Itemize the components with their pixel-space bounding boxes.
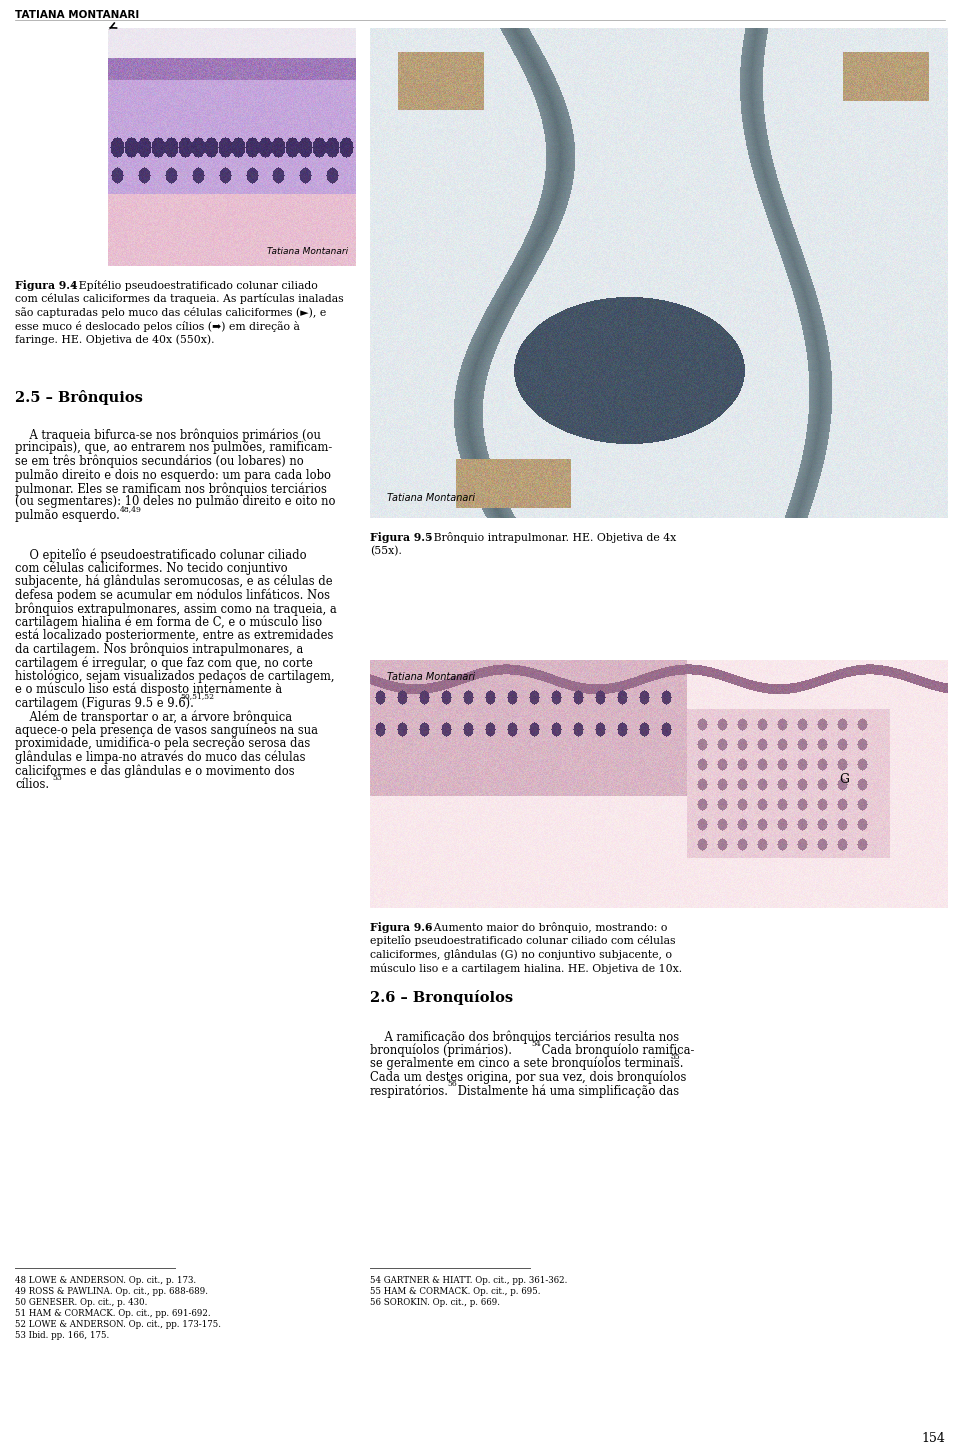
Text: cílios.: cílios. [15, 777, 49, 790]
Text: 50,51,52: 50,51,52 [180, 692, 214, 701]
Text: histológico, sejam visualizados pedaços de cartilagem,: histológico, sejam visualizados pedaços … [15, 669, 334, 684]
Text: TATIANA MONTANARI: TATIANA MONTANARI [15, 10, 139, 20]
Text: 48 LOWE & ANDERSON. Op. cit., p. 173.: 48 LOWE & ANDERSON. Op. cit., p. 173. [15, 1276, 196, 1285]
Text: 49 ROSS & PAWLINA. Op. cit., pp. 688-689.: 49 ROSS & PAWLINA. Op. cit., pp. 688-689… [15, 1288, 208, 1296]
Text: com células caliciformes. No tecido conjuntivo: com células caliciformes. No tecido conj… [15, 561, 288, 575]
Text: O epitelîo é pseudoestratificado colunar ciliado: O epitelîo é pseudoestratificado colunar… [15, 548, 306, 561]
Text: 52 LOWE & ANDERSON. Op. cit., pp. 173-175.: 52 LOWE & ANDERSON. Op. cit., pp. 173-17… [15, 1319, 221, 1330]
Text: caliciformes, glândulas (G) no conjuntivo subjacente, o: caliciformes, glândulas (G) no conjuntiv… [370, 949, 672, 960]
Text: 54: 54 [531, 1040, 540, 1047]
Text: subjacente, há glândulas seromucosas, e as células de: subjacente, há glândulas seromucosas, e … [15, 575, 332, 588]
Text: se em três brônquios secundários (ou lobares) no: se em três brônquios secundários (ou lob… [15, 456, 303, 469]
Text: 154: 154 [922, 1432, 945, 1442]
Text: Além de transportar o ar, a árvore brônquica: Além de transportar o ar, a árvore brônq… [15, 709, 292, 724]
Text: G: G [839, 773, 849, 786]
Text: 53: 53 [52, 773, 61, 782]
Text: A ramificação dos brônquios terciários resulta nos: A ramificação dos brônquios terciários r… [370, 1030, 679, 1044]
Text: - Aumento maior do brônquio, mostrando: o: - Aumento maior do brônquio, mostrando: … [423, 921, 667, 933]
Text: são capturadas pelo muco das células caliciformes (►), e: são capturadas pelo muco das células cal… [15, 307, 326, 319]
Text: principais), que, ao entrarem nos pulmões, ramificam-: principais), que, ao entrarem nos pulmõe… [15, 441, 332, 454]
Text: cartilagem é irregular, o que faz com que, no corte: cartilagem é irregular, o que faz com qu… [15, 656, 313, 669]
Text: 56 SOROKIN. Op. cit., p. 669.: 56 SOROKIN. Op. cit., p. 669. [370, 1298, 500, 1306]
Text: 55: 55 [670, 1053, 680, 1061]
Text: 48,49: 48,49 [120, 505, 142, 513]
Text: 53 Ibid. pp. 166, 175.: 53 Ibid. pp. 166, 175. [15, 1331, 109, 1340]
Text: (ou segmentares): 10 deles no pulmão direito e oito no: (ou segmentares): 10 deles no pulmão dir… [15, 496, 335, 509]
Text: Tatiana Montanari: Tatiana Montanari [387, 493, 475, 503]
Text: Distalmente há uma simplificação das: Distalmente há uma simplificação das [454, 1084, 679, 1097]
Text: e o músculo liso está disposto internamente à: e o músculo liso está disposto intername… [15, 684, 282, 696]
Text: Tatiana Montanari: Tatiana Montanari [268, 248, 348, 257]
Text: Tatiana Montanari: Tatiana Montanari [387, 672, 475, 682]
Text: 2.5 – Brônquios: 2.5 – Brônquios [15, 389, 143, 405]
Text: Cada bronquíolo ramifica-: Cada bronquíolo ramifica- [538, 1044, 694, 1057]
Text: esse muco é deslocado pelos cílios (➡) em direção à: esse muco é deslocado pelos cílios (➡) e… [15, 320, 300, 332]
Text: bronquíolos (primários).: bronquíolos (primários). [370, 1044, 512, 1057]
Text: caliciformes e das glândulas e o movimento dos: caliciformes e das glândulas e o movimen… [15, 764, 295, 777]
Text: Figura 9.6: Figura 9.6 [370, 921, 433, 933]
Text: (55x).: (55x). [370, 545, 402, 555]
Text: - Epítélio pseudoestratificado colunar ciliado: - Epítélio pseudoestratificado colunar c… [68, 280, 318, 291]
Text: se geralmente em cinco a sete bronquíolos terminais.: se geralmente em cinco a sete bronquíolo… [370, 1057, 684, 1070]
Text: pulmão direito e dois no esquerdo: um para cada lobo: pulmão direito e dois no esquerdo: um pa… [15, 469, 331, 482]
Text: brônquios extrapulmonares, assim como na traqueia, a: brônquios extrapulmonares, assim como na… [15, 601, 337, 616]
Text: defesa podem se acumular em nódulos linfáticos. Nos: defesa podem se acumular em nódulos linf… [15, 588, 330, 601]
Text: glândulas e limpa-no através do muco das células: glândulas e limpa-no através do muco das… [15, 750, 305, 764]
Text: aquece-o pela presença de vasos sanguíneos na sua: aquece-o pela presença de vasos sanguíne… [15, 724, 318, 737]
Text: músculo liso e a cartilagem hialina. HE. Objetiva de 10x.: músculo liso e a cartilagem hialina. HE.… [370, 962, 683, 973]
Text: proximidade, umidifica-o pela secreção serosa das: proximidade, umidifica-o pela secreção s… [15, 737, 310, 750]
Text: respiratórios.: respiratórios. [370, 1084, 449, 1097]
Text: 54 GARTNER & HIATT. Op. cit., pp. 361-362.: 54 GARTNER & HIATT. Op. cit., pp. 361-36… [370, 1276, 567, 1285]
Text: Cada um destes origina, por sua vez, dois bronquíolos: Cada um destes origina, por sua vez, doi… [370, 1070, 686, 1084]
Text: 56: 56 [447, 1080, 457, 1089]
Text: 2.6 – Bronquíolos: 2.6 – Bronquíolos [370, 991, 514, 1005]
Text: 50 GENESER. Op. cit., p. 430.: 50 GENESER. Op. cit., p. 430. [15, 1298, 148, 1306]
Text: da cartilagem. Nos brônquios intrapulmonares, a: da cartilagem. Nos brônquios intrapulmon… [15, 643, 303, 656]
Text: 55 HAM & CORMACK. Op. cit., p. 695.: 55 HAM & CORMACK. Op. cit., p. 695. [370, 1288, 540, 1296]
Text: faringe. HE. Objetiva de 40x (550x).: faringe. HE. Objetiva de 40x (550x). [15, 335, 214, 345]
Text: epitelîo pseudoestratificado colunar ciliado com células: epitelîo pseudoestratificado colunar cil… [370, 936, 676, 946]
Text: 51 HAM & CORMACK. Op. cit., pp. 691-692.: 51 HAM & CORMACK. Op. cit., pp. 691-692. [15, 1309, 210, 1318]
Text: está localizado posteriormente, entre as extremidades: está localizado posteriormente, entre as… [15, 629, 333, 643]
Text: Figura 9.4: Figura 9.4 [15, 280, 78, 291]
Text: pulmão esquerdo.: pulmão esquerdo. [15, 509, 120, 522]
Text: cartilagem hialina é em forma de C, e o músculo liso: cartilagem hialina é em forma de C, e o … [15, 616, 323, 629]
Text: pulmonar. Eles se ramificam nos brônquios terciários: pulmonar. Eles se ramificam nos brônquio… [15, 482, 326, 496]
Text: Figura 9.5: Figura 9.5 [370, 532, 433, 544]
Text: cartilagem (Figuras 9.5 e 9.6).: cartilagem (Figuras 9.5 e 9.6). [15, 696, 194, 709]
Text: A traqueia bifurca-se nos brônquios primários (ou: A traqueia bifurca-se nos brônquios prim… [15, 428, 321, 441]
Text: - Brônquio intrapulmonar. HE. Objetiva de 4x: - Brônquio intrapulmonar. HE. Objetiva d… [423, 532, 676, 544]
Text: com células caliciformes da traqueia. As partículas inaladas: com células caliciformes da traqueia. As… [15, 294, 344, 304]
